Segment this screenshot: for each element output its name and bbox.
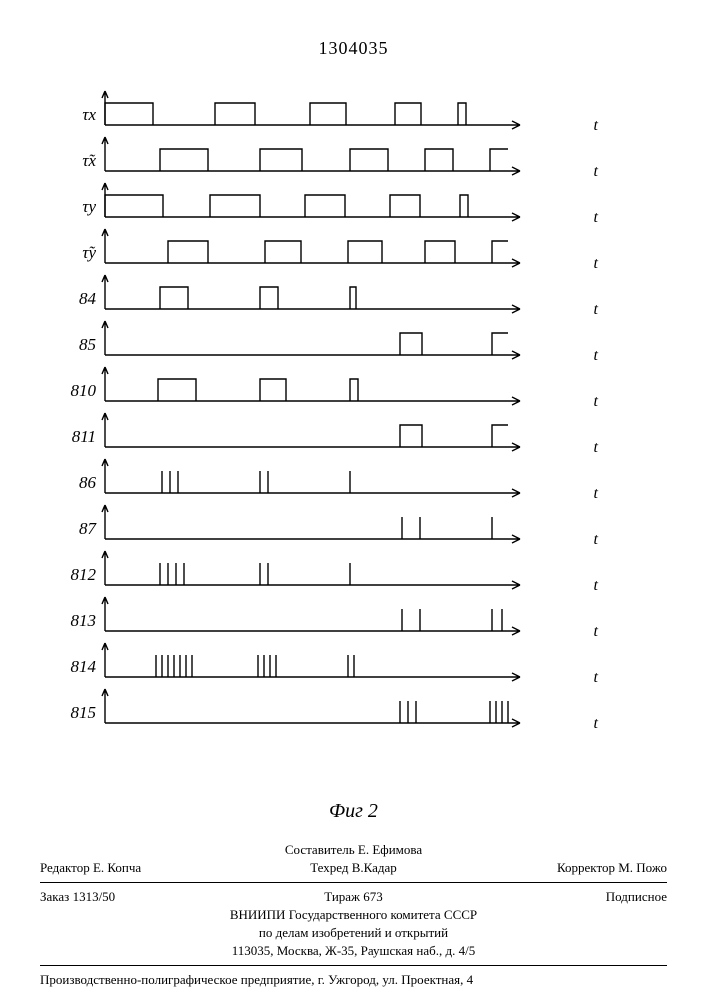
order-label: Заказ bbox=[40, 889, 69, 904]
axis-label-t: t bbox=[594, 255, 598, 273]
row-label: 815 bbox=[48, 703, 96, 723]
editor-name: Е. Копча bbox=[93, 860, 141, 875]
tech-label: Техред bbox=[310, 860, 348, 875]
row-label: 811 bbox=[48, 427, 96, 447]
tirage-label: Тираж bbox=[324, 889, 360, 904]
subscription: Подписное bbox=[606, 889, 667, 904]
row-label: 87 bbox=[48, 519, 96, 539]
org-line-3: 113035, Москва, Ж-35, Раушская наб., д. … bbox=[40, 943, 667, 959]
timing-row: 811t bbox=[100, 407, 580, 453]
row-label: 814 bbox=[48, 657, 96, 677]
axis-label-t: t bbox=[594, 209, 598, 227]
axis-label-t: t bbox=[594, 715, 598, 733]
timing-row: 814t bbox=[100, 637, 580, 683]
timing-row: 812t bbox=[100, 545, 580, 591]
axis-label-t: t bbox=[594, 485, 598, 503]
timing-row: τxt bbox=[100, 85, 580, 131]
timing-diagram: τxtτ̃xtτytτ̃yt84t85t810t811t86t87t812t81… bbox=[100, 85, 580, 729]
timing-row: 84t bbox=[100, 269, 580, 315]
timing-row: τ̃xt bbox=[100, 131, 580, 177]
timing-row: τyt bbox=[100, 177, 580, 223]
axis-label-t: t bbox=[594, 163, 598, 181]
row-label: τ̃y bbox=[48, 243, 96, 263]
axis-label-t: t bbox=[594, 531, 598, 549]
axis-label-t: t bbox=[594, 669, 598, 687]
timing-row: 815t bbox=[100, 683, 580, 729]
tech-name: В.Кадар bbox=[352, 860, 397, 875]
timing-row: τ̃yt bbox=[100, 223, 580, 269]
footer-block: Составитель Е. Ефимова Редактор Е. Копча… bbox=[40, 840, 667, 990]
corrector-label: Корректор bbox=[557, 860, 615, 875]
axis-label-t: t bbox=[594, 393, 598, 411]
row-label: τ̃x bbox=[48, 151, 96, 171]
printer-line: Производственно-полиграфическое предприя… bbox=[40, 972, 667, 988]
axis-label-t: t bbox=[594, 623, 598, 641]
timing-row: 86t bbox=[100, 453, 580, 499]
order-no: 1313/50 bbox=[73, 889, 116, 904]
tirage: 673 bbox=[363, 889, 383, 904]
timing-row: 87t bbox=[100, 499, 580, 545]
axis-label-t: t bbox=[594, 347, 598, 365]
axis-label-t: t bbox=[594, 301, 598, 319]
row-label: 810 bbox=[48, 381, 96, 401]
row-label: τx bbox=[48, 105, 96, 125]
row-label: 813 bbox=[48, 611, 96, 631]
row-label: 86 bbox=[48, 473, 96, 493]
axis-label-t: t bbox=[594, 117, 598, 135]
compiler-name: Е. Ефимова bbox=[358, 842, 422, 857]
corrector-name: М. Пожо bbox=[618, 860, 667, 875]
timing-row: 85t bbox=[100, 315, 580, 361]
document-number: 1304035 bbox=[0, 38, 707, 59]
row-label: 85 bbox=[48, 335, 96, 355]
compiler-label: Составитель bbox=[285, 842, 355, 857]
timing-row: 810t bbox=[100, 361, 580, 407]
org-line-1: ВНИИПИ Государственного комитета СССР bbox=[40, 907, 667, 923]
row-label: 84 bbox=[48, 289, 96, 309]
axis-label-t: t bbox=[594, 577, 598, 595]
axis-label-t: t bbox=[594, 439, 598, 457]
timing-row: 813t bbox=[100, 591, 580, 637]
figure-caption: Фиг 2 bbox=[0, 800, 707, 823]
editor-label: Редактор bbox=[40, 860, 90, 875]
row-label: 812 bbox=[48, 565, 96, 585]
org-line-2: по делам изобретений и открытий bbox=[40, 925, 667, 941]
row-label: τy bbox=[48, 197, 96, 217]
